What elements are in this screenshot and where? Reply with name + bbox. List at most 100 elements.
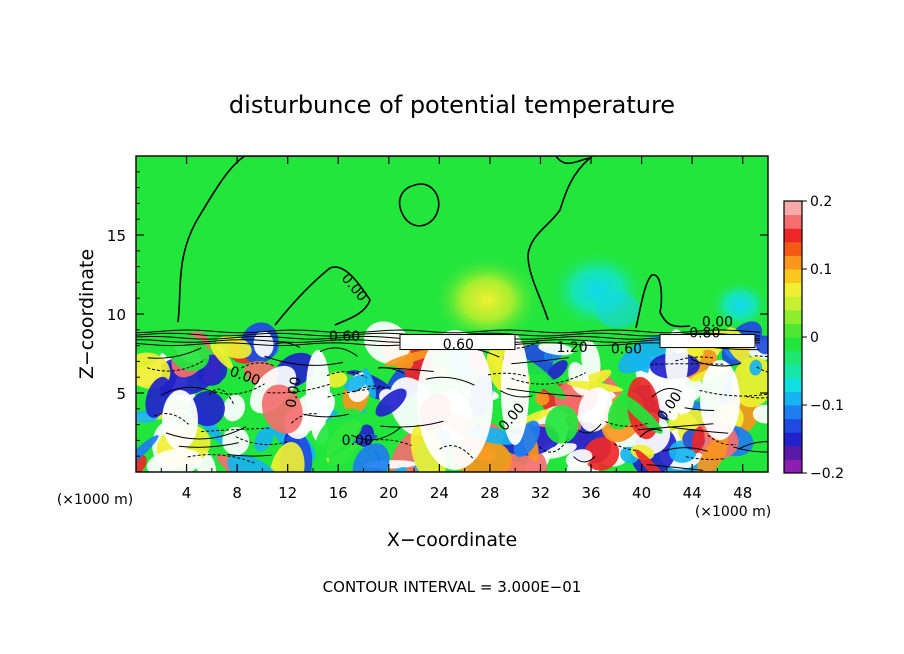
turbulent-contour <box>684 407 715 411</box>
x-tick-label: 4 <box>182 484 192 502</box>
colorbar-segment <box>784 418 802 433</box>
turbulence-cell <box>535 391 550 406</box>
turbulent-contour <box>241 362 274 369</box>
turbulent-contour <box>707 434 737 446</box>
contour-interval: CONTOUR INTERVAL = 3.000E−01 <box>323 578 582 596</box>
turbulent-contour <box>147 359 206 372</box>
x-tick-label: 20 <box>379 484 398 502</box>
colorbar-segment <box>784 445 802 460</box>
x-tick-label: 16 <box>329 484 348 502</box>
turbulent-contour <box>319 347 358 357</box>
colorbar-segment <box>784 391 802 406</box>
colorbar-segment <box>784 296 802 311</box>
inversion-contour <box>136 329 761 334</box>
turbulence-cell <box>190 390 225 427</box>
y-tick-label: 15 <box>107 227 126 245</box>
x-unit-right: (×1000 m) <box>695 504 771 520</box>
turbulence-cell <box>696 435 729 472</box>
plot-area <box>136 156 768 472</box>
turbulence-cell <box>565 449 593 468</box>
turbulent-contour <box>154 413 189 425</box>
colorbar-segment <box>784 201 802 216</box>
turbulent-contour <box>662 447 708 452</box>
turbulence-cell <box>545 405 579 444</box>
colorbar-segment <box>784 241 802 256</box>
turbulent-contour <box>685 456 726 460</box>
y-axis-label: Z−coordinate <box>76 249 98 379</box>
turbulence-cell <box>513 420 540 458</box>
cool-anomaly-right <box>710 280 768 330</box>
turbulence-cell <box>222 394 246 422</box>
turbulent-contour <box>214 383 265 395</box>
x-tick-label: 48 <box>733 484 752 502</box>
turbulence-cell <box>731 356 768 408</box>
turbulent-contour <box>379 366 434 373</box>
turbulent-contour <box>303 413 349 418</box>
turbulence-cell <box>538 342 574 356</box>
turbulence-cell <box>691 426 705 454</box>
turbulence-cell <box>518 357 566 400</box>
turbulent-contour <box>605 421 649 427</box>
x-tick-label: 36 <box>581 484 600 502</box>
turbulent-contour <box>227 453 272 457</box>
turbulence-cell <box>578 387 613 432</box>
y-axis: 5 10 15 <box>107 171 768 457</box>
colorbar-segment <box>784 214 802 229</box>
x-tick-label: 12 <box>278 484 297 502</box>
turbulence-cell <box>314 408 364 459</box>
warm-anomaly-upper <box>432 255 542 345</box>
turbulent-contour <box>651 388 682 398</box>
colorbar-tick-label: 0.1 <box>810 262 832 278</box>
turbulent-contour <box>201 427 271 433</box>
turbulent-contour <box>187 454 255 464</box>
contour-label: 0.60 <box>611 342 642 358</box>
turbulent-contour <box>267 383 330 394</box>
turbulent-contour <box>738 441 768 450</box>
turbulent-contour <box>637 423 714 431</box>
turbulence-cell <box>261 384 303 434</box>
turbulent-contour <box>353 385 385 393</box>
turbulence-cell <box>364 321 411 365</box>
contour-line-closed-top <box>398 183 440 227</box>
turbulent-contour <box>667 426 729 434</box>
x-unit-left: (×1000 m) <box>57 492 133 508</box>
turbulent-contour <box>511 372 586 385</box>
turbulent-contour <box>235 436 288 446</box>
turbulence-cell <box>630 444 655 461</box>
colorbar-segment <box>784 459 802 474</box>
turbulent-contour <box>147 347 202 359</box>
turbulent-contour <box>165 426 247 440</box>
colorbar-segment <box>784 255 802 270</box>
turbulent-contour <box>160 386 217 396</box>
turbulent-contour <box>506 388 581 397</box>
turbulent-contour <box>539 438 569 453</box>
x-axis: 4 8 12 16 20 24 28 32 36 40 44 48 <box>160 156 752 502</box>
turbulent-contour <box>699 389 768 397</box>
contour-label: 0.00 <box>283 376 304 409</box>
contour-line-zero-main <box>177 156 593 323</box>
turbulence-cell <box>210 342 233 369</box>
turbulent-contour <box>499 390 533 398</box>
colorbar-tick-label: −0.1 <box>810 398 844 414</box>
colorbar-segment <box>784 282 802 297</box>
turbulence-cell <box>146 448 202 472</box>
colorbar-segment <box>784 377 802 392</box>
turbulent-contour <box>425 376 475 386</box>
turbulence-cell <box>375 388 407 417</box>
turbulent-contour <box>351 427 401 441</box>
contour-label: 0.00 <box>342 433 373 449</box>
x-tick-label: 44 <box>683 484 702 502</box>
colorbar-segment <box>784 364 802 379</box>
colorbar: 0.2 0.1 0 −0.1 −0.2 <box>783 194 844 482</box>
turbulent-contour <box>733 446 768 453</box>
turbulent-contour <box>439 445 474 459</box>
turbulence-cell <box>489 351 505 373</box>
turbulence-cell <box>253 331 274 358</box>
turbulence-cell <box>755 335 768 355</box>
turbulent-contour <box>360 439 412 446</box>
plume-region <box>306 350 330 430</box>
turbulent-contour <box>511 357 569 365</box>
colorbar-tick-label: 0.2 <box>810 194 832 210</box>
x-tick-label: 40 <box>632 484 651 502</box>
